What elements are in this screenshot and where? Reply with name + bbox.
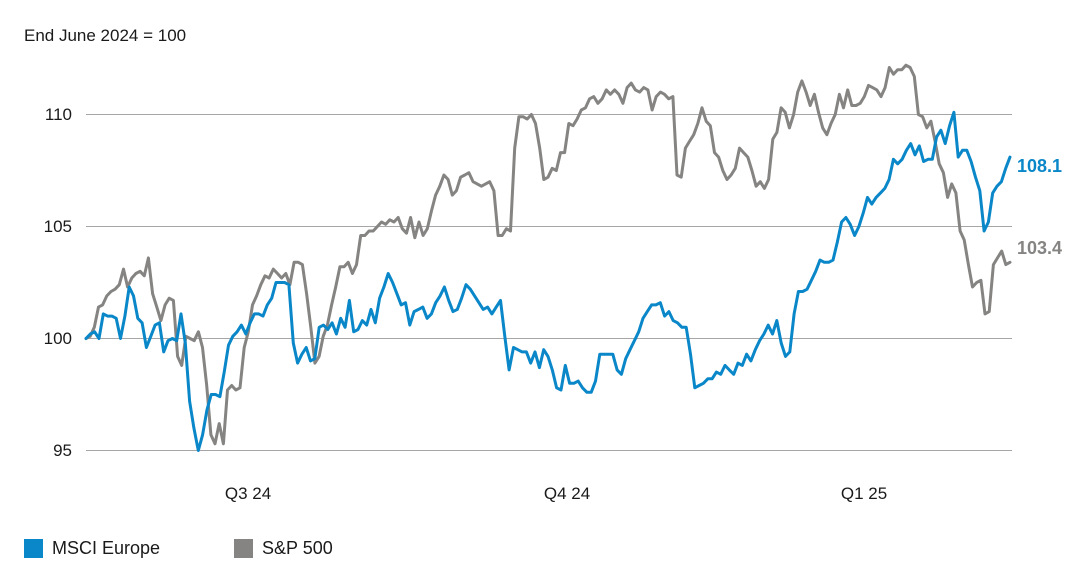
legend-label-sp500: S&P 500 xyxy=(262,538,333,558)
legend-item-msci-europe: MSCI Europe xyxy=(24,538,160,559)
y-tick-label-110: 110 xyxy=(45,105,72,124)
legend-item-sp500: S&P 500 xyxy=(234,538,333,559)
legend-label-msci-europe: MSCI Europe xyxy=(52,538,161,558)
x-tick-label-q4-24: Q4 24 xyxy=(544,484,590,503)
end-label-msci-europe: 108.1 xyxy=(1017,156,1062,176)
series-line-sp500 xyxy=(84,63,1012,446)
x-tick-label-q3-24: Q3 24 xyxy=(225,484,271,503)
y-tick-label-105: 105 xyxy=(44,217,72,236)
x-tick-label-q1-25: Q1 25 xyxy=(841,484,887,503)
chart-subtitle: End June 2024 = 100 xyxy=(24,26,186,45)
y-tick-label-95: 95 xyxy=(53,441,72,460)
legend-swatch-msci-europe xyxy=(24,539,43,558)
end-label-sp500: 103.4 xyxy=(1017,238,1062,258)
legend-swatch-sp500 xyxy=(234,539,254,558)
series-line-msci-europe xyxy=(84,110,1012,452)
chart-legend: MSCI Europe S&P 500 xyxy=(24,538,407,559)
y-tick-label-100: 100 xyxy=(44,329,72,348)
